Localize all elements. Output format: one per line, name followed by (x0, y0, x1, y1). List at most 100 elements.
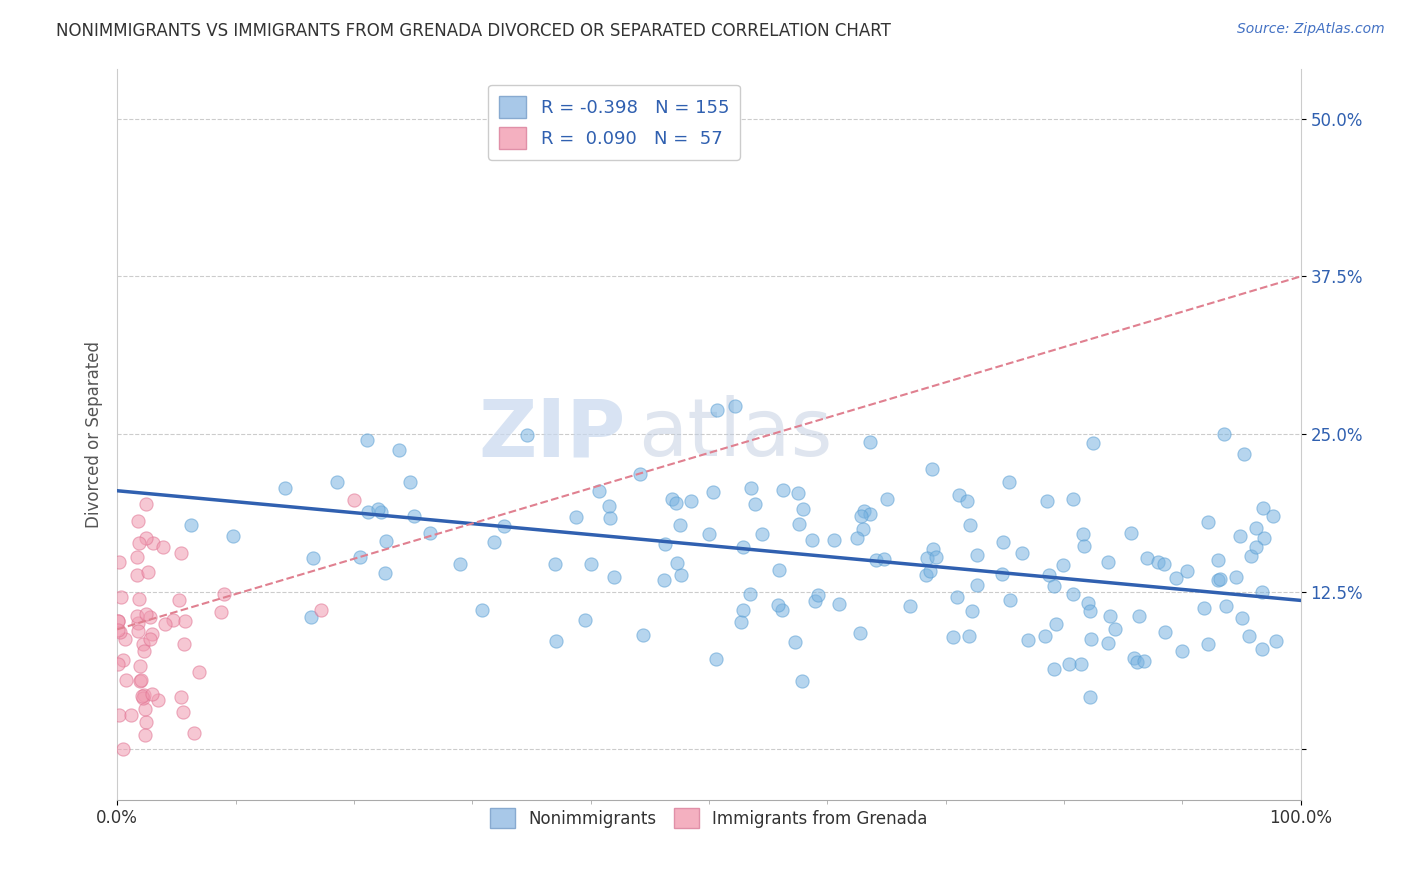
Point (172, 705, 194, 719)
Point (142, 536, 165, 550)
Point (1213, 427, 1236, 442)
Point (546, 634, 568, 648)
Point (960, 604, 983, 618)
Point (702, 485, 724, 500)
Text: Source: ZipAtlas.com: Source: ZipAtlas.com (1237, 22, 1385, 37)
Point (1197, 637, 1219, 651)
Point (1122, 650, 1144, 665)
Point (127, 514, 149, 528)
Point (588, 483, 610, 498)
Point (915, 567, 938, 582)
Point (162, 613, 184, 627)
Point (1233, 446, 1256, 460)
Point (730, 615, 752, 629)
Point (959, 517, 981, 532)
Point (139, 632, 162, 647)
Point (211, 605, 233, 619)
Point (955, 494, 977, 508)
Point (374, 533, 396, 548)
Point (128, 592, 150, 607)
Text: ZIP: ZIP (479, 395, 626, 473)
Point (852, 504, 875, 518)
Point (302, 551, 325, 566)
Point (1175, 564, 1198, 578)
Point (772, 483, 794, 498)
Point (921, 542, 943, 557)
Point (669, 518, 692, 533)
Point (921, 461, 943, 475)
Point (924, 549, 946, 564)
Point (135, 497, 157, 511)
Point (1078, 604, 1101, 618)
Point (1057, 657, 1080, 672)
Point (1070, 657, 1092, 672)
Point (471, 603, 494, 617)
Point (187, 665, 209, 679)
Point (494, 519, 516, 533)
Point (127, 609, 149, 624)
Point (222, 529, 245, 543)
Point (828, 597, 851, 611)
Point (946, 590, 969, 604)
Point (751, 527, 773, 541)
Point (108, 555, 131, 569)
Point (1244, 541, 1267, 555)
Point (1171, 644, 1194, 658)
Point (704, 652, 727, 666)
Point (654, 537, 676, 551)
Point (1062, 587, 1084, 601)
Point (110, 590, 132, 604)
Point (544, 557, 567, 571)
Point (1043, 662, 1066, 676)
Point (356, 433, 378, 447)
Point (326, 475, 349, 489)
Point (131, 690, 153, 704)
Y-axis label: Divorced or Separated: Divorced or Separated (86, 341, 103, 527)
Point (309, 603, 332, 617)
Point (125, 550, 148, 565)
Point (998, 592, 1021, 607)
Point (170, 546, 193, 560)
Point (1251, 585, 1274, 599)
Point (107, 623, 129, 637)
Point (652, 573, 675, 587)
Point (107, 614, 129, 628)
Point (1052, 558, 1074, 572)
Point (370, 505, 392, 519)
Point (766, 598, 789, 612)
Point (1043, 579, 1066, 593)
Point (1083, 436, 1105, 450)
Point (792, 501, 814, 516)
Point (724, 399, 747, 413)
Point (630, 467, 652, 481)
Point (1209, 572, 1232, 586)
Point (299, 610, 322, 624)
Point (399, 475, 422, 489)
Point (733, 540, 755, 554)
Point (131, 690, 153, 705)
Point (876, 491, 898, 506)
Point (212, 587, 235, 601)
Point (706, 403, 728, 417)
Point (388, 443, 411, 458)
Point (942, 631, 965, 645)
Point (152, 540, 174, 554)
Point (744, 497, 766, 511)
Point (1045, 617, 1067, 632)
Point (631, 628, 654, 642)
Point (367, 502, 389, 516)
Point (1244, 521, 1267, 535)
Point (993, 534, 1015, 549)
Point (948, 488, 970, 502)
Point (957, 628, 980, 642)
Point (787, 486, 810, 500)
Point (1128, 608, 1150, 623)
Point (516, 427, 538, 442)
Point (1192, 601, 1215, 615)
Point (565, 509, 588, 524)
Point (792, 673, 814, 688)
Point (920, 564, 942, 578)
Point (768, 563, 790, 577)
Point (173, 637, 195, 651)
Point (859, 434, 882, 449)
